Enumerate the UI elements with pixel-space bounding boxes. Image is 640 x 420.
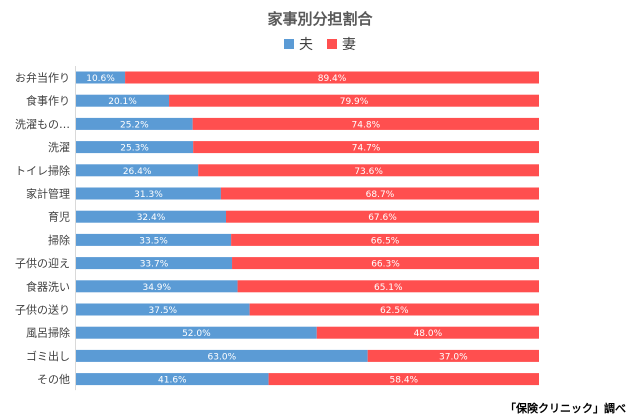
category-label: 掃除 [48,233,70,247]
bar-husband [76,326,317,339]
legend-swatch-husband [284,39,294,49]
legend-item-wife: 妻 [327,34,356,54]
bar-wife [367,349,539,362]
bar-wife [198,164,539,177]
chart-title: 家事別分担割合 [267,10,373,28]
data-label-husband: 33.7% [140,260,169,270]
bar-wife [237,280,539,293]
bar-wife [232,257,539,270]
bar-husband [76,303,250,316]
category-label: 家計管理 [26,187,70,201]
bar-husband [76,141,194,154]
data-label-husband: 33.5% [139,236,168,246]
data-label-husband: 63.0% [208,352,237,362]
bar-husband [76,117,193,130]
data-label-wife: 58.4% [390,376,419,386]
data-label-wife: 66.5% [371,236,400,246]
bar-husband [76,233,232,246]
bar-wife [125,71,539,84]
legend-label-wife: 妻 [342,37,356,53]
data-label-husband: 32.4% [137,213,166,223]
bar-wife [226,210,539,223]
data-label-husband: 26.4% [123,167,152,177]
category-label: お弁当作り [15,71,70,85]
data-label-wife: 74.8% [352,120,381,130]
data-label-husband: 20.1% [108,97,137,107]
category-label: 食器洗い [26,279,70,293]
data-label-husband: 25.2% [120,120,149,130]
bar-husband [76,164,199,177]
data-label-wife: 79.9% [340,97,369,107]
data-label-wife: 74.7% [352,144,381,154]
bar-wife [231,233,540,246]
bar-husband [76,94,170,107]
category-label: その他 [37,373,70,386]
category-label: ゴミ出し [26,349,70,363]
bar-husband [76,280,238,293]
data-label-husband: 34.9% [142,283,171,293]
bar-wife [220,187,539,200]
data-label-husband: 31.3% [134,190,163,200]
data-label-wife: 62.5% [380,306,409,316]
data-label-wife: 68.7% [366,190,395,200]
data-label-wife: 67.6% [368,213,397,223]
data-label-wife: 48.0% [414,329,443,339]
data-label-wife: 73.6% [354,167,383,177]
category-label: 食事作り [26,94,70,108]
data-label-wife: 37.0% [439,352,468,362]
category-label: トイレ掃除 [15,163,70,177]
source-note: 「保険クリニック」調べ [505,402,626,415]
bar-husband [76,257,233,270]
legend-item-husband: 夫 [284,34,313,54]
bar-wife [316,326,539,339]
category-label: 洗濯もの… [15,118,70,131]
bar-wife [192,117,539,130]
data-label-husband: 41.6% [158,376,187,386]
category-label: 洗濯 [48,141,70,154]
data-label-husband: 25.3% [120,144,149,154]
bar-husband [76,373,269,386]
category-label: 子供の迎え [15,256,70,270]
data-label-wife: 66.3% [371,260,400,270]
bar-husband [76,349,368,362]
chart-legend: 夫 妻 [0,34,640,54]
data-label-husband: 10.6% [86,74,115,84]
bar-wife [193,141,539,154]
bar-husband [76,71,126,84]
data-label-husband: 37.5% [149,306,178,316]
legend-label-husband: 夫 [299,37,313,53]
data-label-wife: 89.4% [318,74,347,84]
bar-wife [249,303,539,316]
bar-husband [76,210,227,223]
bar-wife [169,94,540,107]
category-label: 子供の送り [15,303,70,317]
data-label-wife: 65.1% [374,283,403,293]
bar-husband [76,187,221,200]
bar-wife [268,373,539,386]
category-label: 育児 [48,210,70,224]
data-label-husband: 52.0% [182,329,211,339]
category-label: 風呂掃除 [26,326,70,340]
legend-swatch-wife [327,39,337,49]
